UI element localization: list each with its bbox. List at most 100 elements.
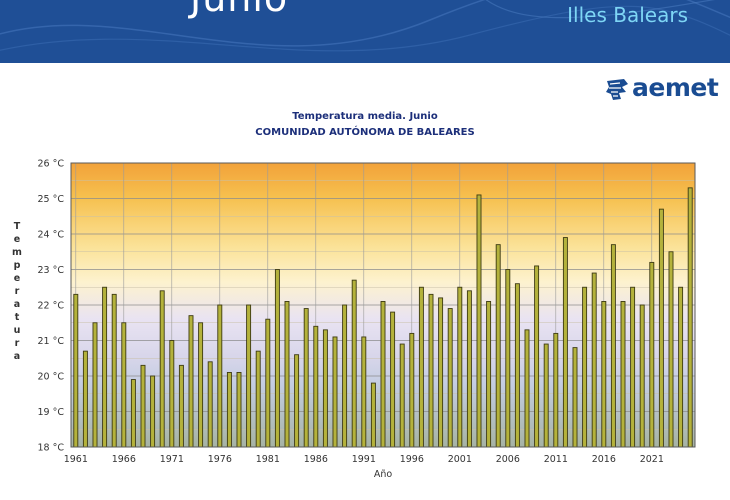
bar-1965 [111,293,117,448]
bar-2010 [543,343,549,448]
chart-title: Temperatura media. Junio [292,111,438,122]
bar-1982 [274,269,280,448]
x-tick-label: 2021 [640,454,664,465]
bar-2019 [630,286,636,448]
bar-1990 [351,279,357,448]
bar-2003 [476,194,482,448]
plot-frame [70,162,696,448]
bar-1993 [380,301,386,448]
bar-2006 [505,269,511,448]
bar-1966 [121,322,127,448]
bar-1964 [102,286,108,448]
bar-2025 [687,187,693,448]
bar-2017 [610,244,616,448]
aemet-logo: aemet [604,73,728,106]
bar-2008 [524,329,530,448]
bar-2020 [639,304,645,448]
x-tick-label: 1996 [400,454,424,465]
bar-2002 [466,290,472,448]
bar-2004 [486,301,492,448]
bar-1984 [294,354,300,448]
bar-2015 [591,272,597,448]
bar-1972 [178,364,184,448]
bar-2023 [668,251,674,448]
bar-2012 [562,237,568,448]
bar-1968 [140,364,146,448]
bar-1989 [342,304,348,448]
y-tick-label: 22 °C [38,301,65,312]
bar-1976 [217,304,223,448]
bar-1961 [73,293,79,448]
y-tick-label: 18 °C [38,443,65,454]
header-banner: Junio Illes Balears [0,0,730,63]
bar-1963 [92,322,98,448]
x-tick-label: 2006 [496,454,520,465]
bar-1971 [169,340,175,448]
x-tick-label: 1966 [112,454,136,465]
y-tick-label: 20 °C [38,372,65,383]
y-tick-label: 23 °C [38,265,65,276]
x-tick-label: 2001 [448,454,472,465]
wave-decoration [0,0,730,52]
x-tick-label: 1981 [256,454,280,465]
bar-1975 [207,361,213,448]
bar-1985 [303,308,309,448]
bar-1996 [409,332,415,448]
bar-1981 [265,318,271,448]
bar-2011 [553,332,559,448]
x-tick-label: 1971 [160,454,184,465]
bar-1979 [246,304,252,448]
x-tick-label: 1991 [352,454,376,465]
aemet-logo-icon [606,79,628,100]
bar-2013 [572,347,578,448]
banner-title: Junio [190,0,288,20]
bar-1983 [284,301,290,448]
bar-2021 [649,261,655,448]
bar-2022 [658,208,664,448]
bar-1992 [370,382,376,448]
x-tick-label: 2011 [544,454,568,465]
bar-1987 [322,329,328,448]
y-tick-label: 24 °C [38,230,65,241]
x-tick-label: 2016 [592,454,616,465]
bar-2005 [495,244,501,448]
bar-1977 [226,372,232,448]
bar-1980 [255,350,261,448]
bar-1999 [438,297,444,448]
bar-1995 [399,343,405,448]
bar-2007 [514,283,520,448]
aemet-logo-text: aemet [632,73,719,102]
chart-subtitle: COMUNIDAD AUTÓNOMA DE BALEARES [255,127,475,138]
bar-1967 [130,379,136,448]
bar-1973 [188,315,194,448]
y-tick-label: 21 °C [38,336,65,347]
bar-1991 [361,336,367,448]
bar-2001 [457,286,463,448]
bar-1986 [313,325,319,448]
bar-1962 [82,350,88,448]
bar-1974 [198,322,204,448]
bar-2009 [534,265,540,448]
x-tick-label: 1986 [304,454,328,465]
bar-2000 [447,308,453,448]
bar-2024 [678,286,684,448]
bar-1994 [390,311,396,448]
bar-1998 [428,293,434,448]
x-tick-label: 1976 [208,454,232,465]
x-tick-label: 1961 [64,454,88,465]
bar-2018 [620,301,626,448]
bar-1988 [332,336,338,448]
y-tick-label: 26 °C [38,159,65,170]
bar-2016 [601,301,607,448]
bar-1978 [236,372,242,448]
bar-2014 [582,286,588,448]
banner-region: Illes Balears [567,3,688,27]
y-tick-label: 25 °C [38,194,65,205]
x-axis-label: Año [374,469,393,480]
bar-1970 [159,290,165,448]
y-tick-label: 19 °C [38,407,65,418]
bar-1997 [418,286,424,448]
bar-1969 [150,375,156,448]
